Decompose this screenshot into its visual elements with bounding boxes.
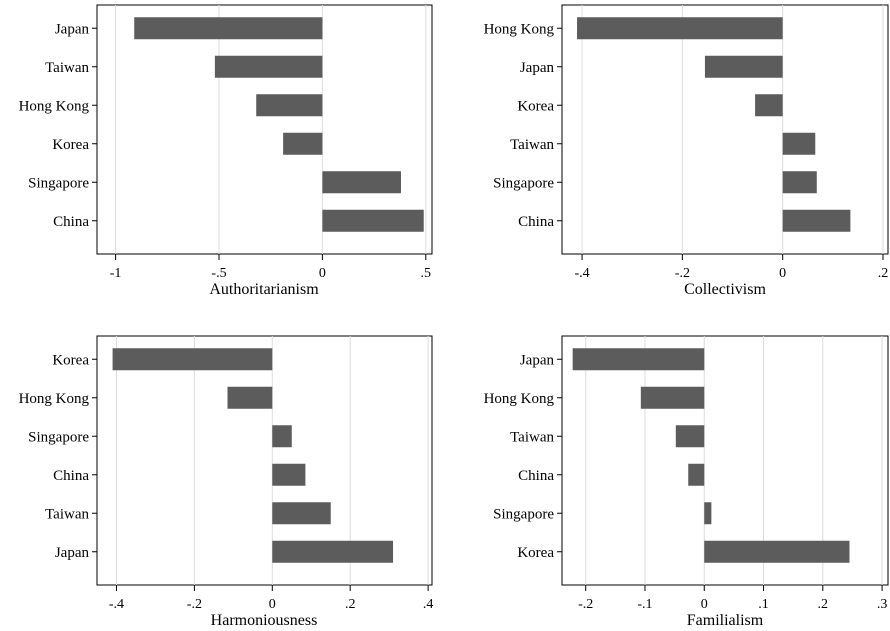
x-axis-label: Familialism: [687, 612, 764, 629]
bars: [134, 17, 424, 232]
category-labels: Korea Hong Kong Singapore China Taiwan Japan: [19, 352, 97, 561]
category-label: Singapore: [493, 175, 554, 191]
x-tick-label: -.4: [109, 597, 124, 612]
category-label: Korea: [52, 137, 89, 153]
bar: [134, 17, 323, 40]
x-tick-label: -.2: [578, 597, 593, 612]
x-tick-label: 0: [319, 266, 326, 281]
bar: [322, 209, 424, 232]
category-label: Taiwan: [45, 506, 89, 522]
category-label: Singapore: [28, 429, 89, 445]
x-tick-label: 0: [269, 597, 276, 612]
bar: [640, 386, 705, 409]
x-tick-label: -.1: [637, 597, 652, 612]
category-label: Hong Kong: [484, 21, 555, 37]
bar: [272, 502, 331, 525]
x-tick-label: .2: [345, 597, 356, 612]
bar: [272, 463, 306, 486]
x-axis-ticks: -1 -.5 0 .5: [110, 254, 431, 281]
bar: [675, 425, 705, 448]
x-tick-label: -.2: [187, 597, 202, 612]
x-tick-label: -.5: [211, 266, 226, 281]
x-tick-label: 0: [701, 597, 708, 612]
category-label: Japan: [55, 21, 90, 37]
x-tick-label: -1: [110, 266, 122, 281]
bar: [704, 55, 783, 78]
category-label: China: [518, 468, 554, 484]
bar: [704, 502, 712, 525]
x-tick-label: .5: [421, 266, 432, 281]
x-tick-label: 0: [779, 266, 786, 281]
x-tick-label: .2: [818, 597, 829, 612]
category-label: Taiwan: [510, 137, 554, 153]
bar: [688, 463, 705, 486]
category-label: China: [53, 214, 89, 230]
bar: [577, 17, 783, 40]
x-tick-label: .3: [877, 597, 888, 612]
category-label: China: [518, 214, 554, 230]
bar: [322, 171, 401, 194]
x-axis-label: Collectivism: [684, 281, 766, 298]
x-axis-ticks: -.4 -.2 0 .2 .4: [109, 585, 433, 612]
bar: [227, 386, 273, 409]
bar: [782, 132, 816, 155]
bars: [577, 17, 851, 232]
category-label: Japan: [55, 545, 90, 561]
x-axis-ticks: -.2 -.1 0 .1 .2 .3: [578, 585, 887, 612]
x-tick-label: -.4: [574, 266, 589, 281]
bar: [112, 348, 273, 371]
x-tick-label: .2: [878, 266, 889, 281]
x-axis-ticks: -.4 -.2 0 .2: [574, 254, 888, 281]
category-label: Korea: [52, 352, 89, 368]
plot-frame: [561, 4, 889, 255]
x-axis-label: Authoritarianism: [209, 281, 319, 298]
category-label: Taiwan: [510, 429, 554, 445]
plot-frame: [561, 335, 889, 586]
x-tick-label: .1: [758, 597, 769, 612]
category-label: Korea: [517, 545, 554, 561]
category-labels: Japan Hong Kong Taiwan China Singapore Korea: [484, 352, 562, 561]
category-label: Hong Kong: [19, 391, 90, 407]
category-labels: Japan Taiwan Hong Kong Korea Singapore China: [19, 21, 97, 230]
panel-collectivism: Hong KongJapanKoreaTaiwanSingaporeChina …: [484, 4, 889, 298]
x-tick-label: .4: [423, 597, 434, 612]
bar: [214, 55, 323, 78]
bar: [782, 171, 817, 194]
category-label: Singapore: [28, 175, 89, 191]
plot-frame: [96, 4, 433, 255]
bars: [572, 348, 850, 563]
category-label: Japan: [520, 60, 555, 76]
x-tick-label: -.2: [675, 266, 690, 281]
bar: [283, 132, 323, 155]
bar: [704, 540, 850, 563]
category-labels: Hong Kong Japan Korea Taiwan Singapore China: [484, 21, 562, 230]
category-label: Hong Kong: [19, 98, 90, 114]
category-label: Taiwan: [45, 60, 89, 76]
bar: [572, 348, 705, 371]
bar: [256, 94, 323, 117]
category-label: China: [53, 468, 89, 484]
bar: [272, 425, 292, 448]
bar: [782, 209, 851, 232]
bar: [272, 540, 394, 563]
bar: [755, 94, 783, 117]
x-axis-label: Harmoniousness: [211, 612, 318, 629]
category-label: Korea: [517, 98, 554, 114]
bars: [112, 348, 394, 563]
category-label: Japan: [520, 352, 555, 368]
category-label: Singapore: [493, 506, 554, 522]
category-label: Hong Kong: [484, 391, 555, 407]
plot-frame: [96, 335, 433, 586]
